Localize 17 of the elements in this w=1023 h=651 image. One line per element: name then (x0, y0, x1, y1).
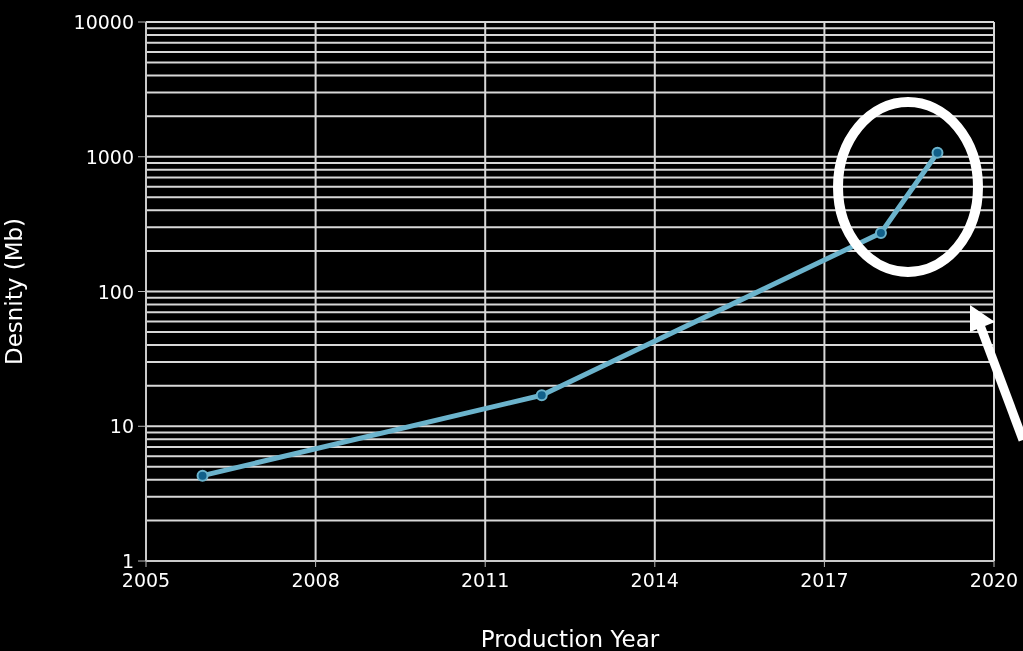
x-tick-label: 2005 (121, 569, 171, 591)
x-tick-label: 2017 (800, 569, 849, 591)
point (196, 469, 209, 482)
y-axis-title: Desnity (Mb) (1, 217, 28, 366)
point (931, 146, 944, 159)
y-tick-label: 100 (97, 280, 134, 303)
x-tick-label: 2008 (291, 569, 340, 591)
point (535, 389, 548, 402)
x-axis-title: Production Year (480, 626, 660, 651)
x-tick-label: 2020 (969, 569, 1019, 591)
y-tick-label: 10 (109, 415, 134, 438)
y-tick-label: 1 (121, 550, 134, 572)
x-tick-label: 2014 (630, 569, 679, 591)
y-tick-label: 10000 (73, 11, 134, 33)
point (874, 226, 887, 239)
y-tick-label: 1000 (85, 145, 134, 168)
x-tick-label: 2011 (461, 569, 510, 591)
